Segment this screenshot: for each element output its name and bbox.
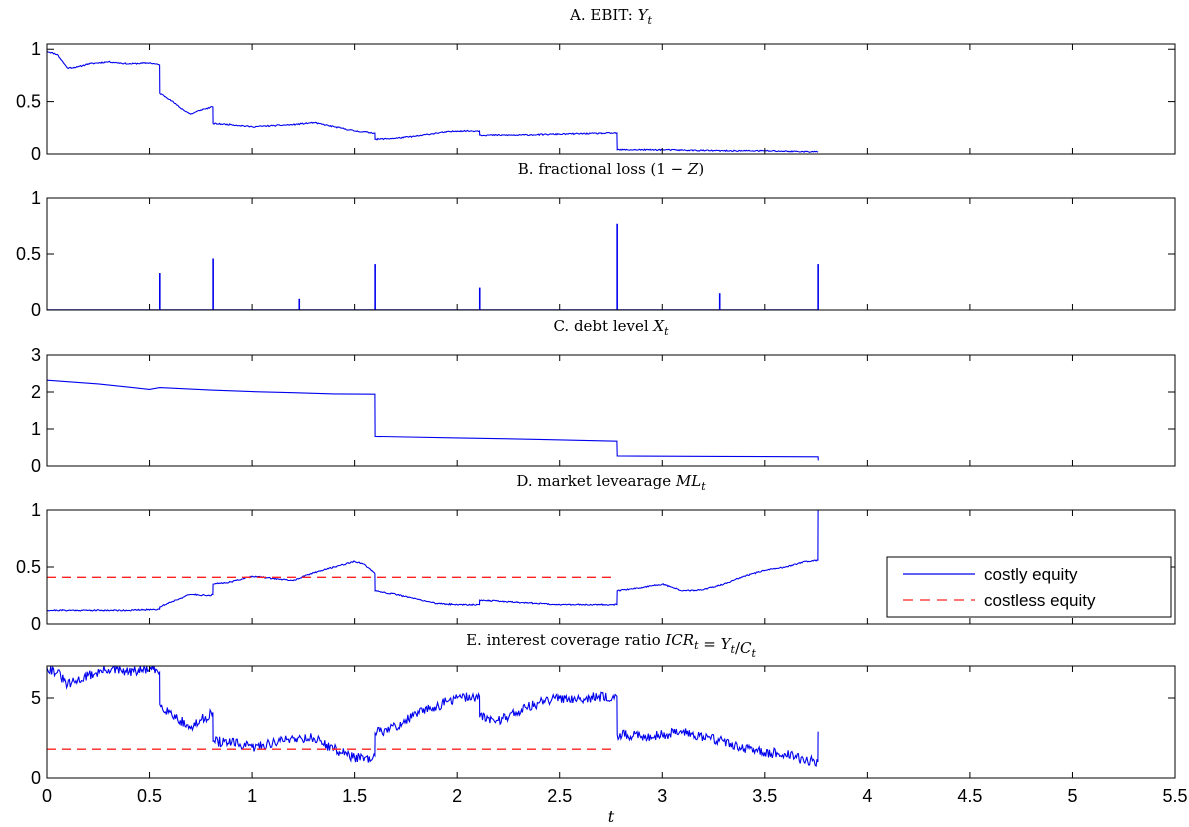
panel-title: E. interest coverage ratio ICRt = Yt/Ct [466, 631, 756, 660]
plot-area [47, 223, 819, 310]
panel-title: B. fractional loss (1 − Z) [518, 160, 704, 178]
y-tick-label: 0 [31, 144, 41, 164]
panel-title: A. EBIT: Yt [569, 6, 652, 27]
y-tick-label: 0.5 [16, 244, 41, 264]
y-tick-label: 0 [31, 768, 41, 788]
y-tick-label: 0 [31, 300, 41, 320]
y-tick-label: 0 [31, 456, 41, 476]
legend: costly equity costless equity [886, 556, 1172, 618]
series-line [47, 379, 819, 461]
y-tick-label: 1 [31, 500, 41, 520]
costly-equity-line [47, 510, 819, 612]
x-tick-label: 2 [452, 786, 462, 806]
x-tick-label: 5.5 [1162, 786, 1187, 806]
y-tick-label: 1 [31, 188, 41, 208]
x-tick-label: 0.5 [137, 786, 162, 806]
x-axis-label: t [608, 807, 615, 826]
panel-e: E. interest coverage ratio ICRt = Yt/Ct 0… [31, 631, 1188, 826]
y-tick-label: 5 [31, 688, 41, 708]
legend-box [886, 556, 1172, 618]
axes-frame [46, 354, 1176, 467]
legend-label: costless equity [984, 591, 1096, 610]
panel-a: A. EBIT: Yt 0 0.5 1 [16, 6, 1176, 164]
plot-area [47, 510, 819, 612]
y-tick-label: 0 [31, 614, 41, 634]
x-tick-label: 3.5 [752, 786, 777, 806]
series-line [47, 50, 819, 153]
plot-area [47, 666, 819, 768]
x-tick-label: 0 [42, 786, 52, 806]
plot-area [47, 50, 819, 153]
axes-frame [46, 197, 1176, 311]
x-tick-label: 1 [247, 786, 257, 806]
y-tick-label: 2 [31, 382, 41, 402]
legend-label: costly equity [984, 565, 1078, 584]
y-tick-label: 0.5 [16, 92, 41, 112]
y-tick-label: 1 [31, 39, 41, 59]
x-tick-label: 2.5 [547, 786, 572, 806]
panel-b: B. fractional loss (1 − Z) 0 0.5 1 [16, 160, 1176, 320]
x-tick-label: 3 [657, 786, 667, 806]
plot-area [47, 379, 819, 461]
axes-frame [46, 43, 1176, 155]
x-tick-label: 1.5 [342, 786, 367, 806]
y-tick-label: 3 [31, 345, 41, 365]
panel-title: C. debt level Xt [553, 317, 669, 338]
panel-title: D. market levearage MLt [516, 472, 706, 493]
x-tick-label: 4 [862, 786, 872, 806]
x-tick-label: 5 [1067, 786, 1077, 806]
costly-equity-line [47, 666, 819, 768]
panel-d: D. market levearage MLt 0 0.5 1 costly equit… [16, 472, 1176, 634]
y-tick-label: 1 [31, 419, 41, 439]
axes-frame [46, 665, 1176, 779]
y-tick-label: 0.5 [16, 557, 41, 577]
x-tick-label: 4.5 [957, 786, 982, 806]
panel-c: C. debt level Xt 0 1 2 3 [31, 317, 1176, 476]
